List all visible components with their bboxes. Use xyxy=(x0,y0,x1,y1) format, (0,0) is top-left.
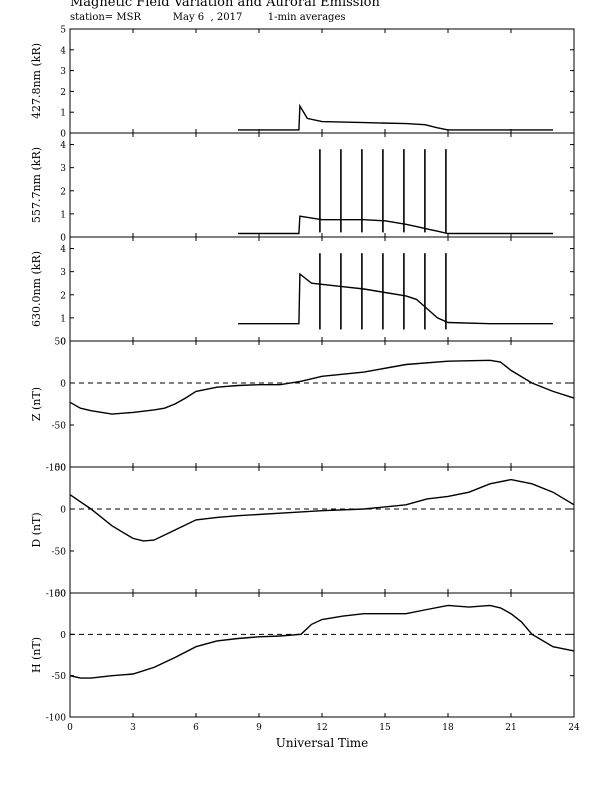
y-axis-label: Z (nT) xyxy=(30,387,43,421)
y-tick-label: 0 xyxy=(60,380,66,390)
y-tick-label: 50 xyxy=(55,590,67,600)
y-axis-label: 630.0nm (kR) xyxy=(30,251,43,327)
y-tick-label: -100 xyxy=(46,464,66,474)
y-tick-label: 3 xyxy=(60,268,66,278)
y-tick-label: 0 xyxy=(60,234,66,244)
x-tick-label: 9 xyxy=(256,723,262,733)
panel-frame xyxy=(69,592,575,718)
x-tick-label: 3 xyxy=(130,723,136,733)
y-tick-label: 1 xyxy=(60,314,66,324)
data-series-line xyxy=(69,359,575,415)
y-tick-label: 2 xyxy=(60,187,66,197)
y-tick-label: -50 xyxy=(52,672,67,682)
x-tick-label: 18 xyxy=(442,723,454,733)
panel-frame xyxy=(69,28,575,134)
y-axis-label: D (nT) xyxy=(30,512,43,547)
panel-frame xyxy=(69,132,575,238)
y-tick-label: -100 xyxy=(46,590,66,600)
x-tick-label: 24 xyxy=(568,723,580,733)
y-tick-label: 5 xyxy=(60,26,66,36)
y-tick-label: 2 xyxy=(60,88,66,98)
y-tick-label: -50 xyxy=(52,548,67,558)
y-tick-label: -50 xyxy=(52,422,67,432)
x-tick-label: 6 xyxy=(193,723,199,733)
y-tick-label: 0 xyxy=(60,130,66,140)
y-tick-label: 50 xyxy=(55,338,67,348)
data-series-line xyxy=(69,478,575,542)
chart-subtitle: station= MSR May 6 , 2017 1-min averages xyxy=(70,12,346,23)
y-tick-label: 2 xyxy=(60,291,66,301)
x-tick-label: 15 xyxy=(379,723,391,733)
y-tick-label: 4 xyxy=(60,245,66,255)
y-tick-label: 4 xyxy=(60,46,66,56)
y-tick-label: 0 xyxy=(60,631,66,641)
y-tick-label: 0 xyxy=(60,506,66,516)
y-tick-label: 1 xyxy=(60,210,66,220)
data-series-line xyxy=(238,215,553,235)
y-tick-label: 0 xyxy=(60,338,66,348)
x-axis-label: Universal Time xyxy=(276,736,369,750)
x-tick-label: 0 xyxy=(67,723,73,733)
data-series-line xyxy=(238,272,553,325)
y-tick-label: 3 xyxy=(60,67,66,77)
data-series-line xyxy=(69,604,575,679)
chart-title: Magnetic Field Variation and Auroral Emi… xyxy=(70,0,380,10)
y-tick-label: 1 xyxy=(60,109,66,119)
y-tick-label: 4 xyxy=(60,141,66,151)
panel-frame xyxy=(69,466,575,594)
data-series-line xyxy=(238,103,553,131)
y-axis-label: 427.8nm (kR) xyxy=(30,43,43,119)
y-tick-label: 50 xyxy=(55,464,67,474)
y-tick-label: -100 xyxy=(46,714,66,724)
y-axis-label: H (nT) xyxy=(30,637,43,673)
panel-frame xyxy=(69,340,575,468)
y-tick-label: 3 xyxy=(60,164,66,174)
x-tick-label: 21 xyxy=(505,723,516,733)
panel-frame xyxy=(69,236,575,342)
x-tick-label: 12 xyxy=(316,723,327,733)
y-axis-label: 557.7nm (kR) xyxy=(30,147,43,223)
